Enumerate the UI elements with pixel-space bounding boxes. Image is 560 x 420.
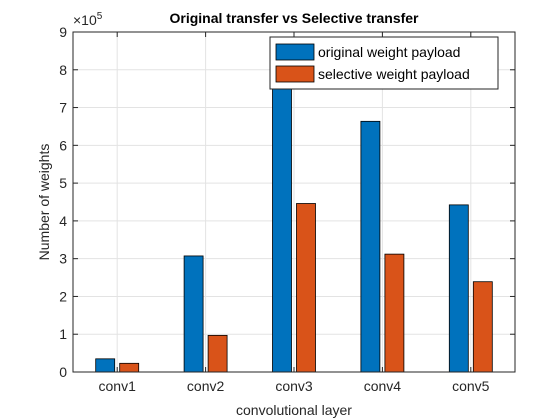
bar-selective-conv4	[384, 253, 405, 373]
legend-swatch	[275, 65, 315, 83]
x-axis-label: convolutional layer	[236, 402, 352, 418]
x-tick-label: conv2	[187, 378, 225, 394]
bar-original-conv2	[183, 255, 204, 373]
legend-label: original weight payload	[318, 44, 460, 60]
x-tick-label: conv4	[364, 378, 402, 394]
bar-selective-conv3	[296, 203, 316, 373]
y-tick-label: 1	[59, 326, 67, 342]
exponent-base: ×10	[73, 12, 97, 28]
bar-original-conv1	[95, 358, 116, 373]
x-tick-label: conv5	[452, 378, 490, 394]
y-tick-label: 6	[59, 137, 67, 153]
y-tick-label: 4	[59, 213, 67, 229]
chart-title: Original transfer vs Selective transfer	[170, 10, 420, 26]
x-tick-label: conv1	[99, 378, 137, 394]
bar-selective-conv5	[472, 281, 493, 373]
legend-label: selective weight payload	[318, 66, 470, 82]
bar-original-conv4	[360, 120, 381, 373]
y-tick-label: 9	[59, 24, 67, 40]
y-tick-label: 5	[59, 175, 67, 191]
y-tick-label: 3	[59, 251, 67, 267]
bars	[95, 37, 493, 373]
y-axis-exponent: ×105	[73, 11, 103, 28]
y-tick-label: 8	[59, 62, 67, 78]
y-axis-label: Number of weights	[36, 144, 52, 261]
ticks: 0 1 2 3 4 5 6 7 8 9 conv1 conv2 conv3 conv4 conv5	[59, 24, 515, 394]
y-tick-label: 0	[59, 364, 67, 380]
exponent-power: 5	[97, 11, 103, 22]
y-tick-label: 2	[59, 288, 67, 304]
legend: original weight payload selective weight …	[269, 36, 499, 90]
legend-swatch	[275, 43, 315, 61]
bar-original-conv5	[448, 204, 469, 373]
bar-selective-conv1	[119, 362, 140, 373]
x-tick-label: conv3	[275, 378, 313, 394]
bar-selective-conv2	[207, 334, 228, 373]
y-tick-label: 7	[59, 100, 67, 116]
